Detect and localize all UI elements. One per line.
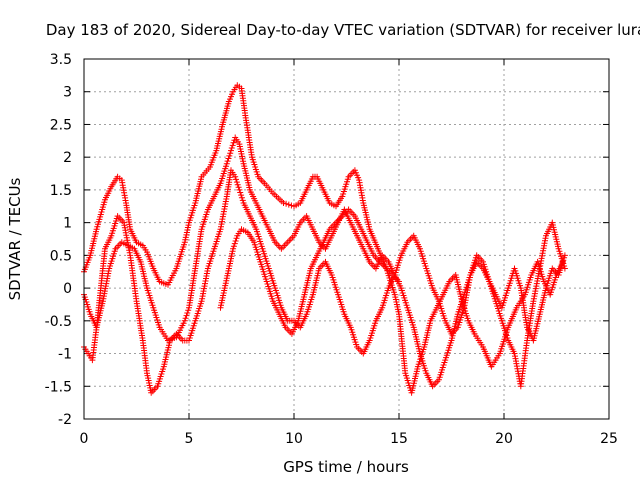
data-point-1 — [181, 317, 188, 324]
data-point-1 — [228, 147, 234, 154]
x-tick-label: 10 — [285, 431, 303, 447]
data-point-2 — [261, 250, 268, 257]
data-point-1 — [184, 310, 191, 316]
data-point-2 — [561, 265, 568, 272]
data-point-1 — [182, 315, 189, 322]
y-tick-labels: -2 -1.5 -1 -0.5 0 0.5 1 1.5 2 2.5 3 3.5 — [45, 52, 72, 428]
y-tick-label: 1.5 — [50, 183, 72, 199]
data-points — [81, 82, 568, 396]
data-point-3 — [232, 238, 239, 244]
y-tick-label: 1 — [63, 216, 72, 232]
data-point-2 — [239, 197, 246, 204]
chart-title: Day 183 of 2020, Sidereal Day-to-day VTE… — [46, 21, 640, 39]
data-point-3 — [230, 243, 237, 250]
data-point-1 — [561, 252, 568, 259]
data-point-2 — [234, 181, 241, 188]
data-point-0 — [280, 200, 287, 206]
y-tick-label: 2.5 — [50, 117, 72, 133]
x-tick-label: 15 — [390, 431, 408, 447]
data-point-2 — [557, 250, 564, 257]
y-tick-label: 3.5 — [50, 52, 72, 68]
data-point-1 — [224, 158, 231, 165]
data-point-3 — [233, 235, 240, 242]
grid-lines — [84, 59, 609, 419]
x-tick-label: 5 — [185, 431, 194, 447]
y-tick-label: -0.5 — [45, 314, 72, 330]
y-tick-label: -2 — [58, 412, 72, 428]
data-point-3 — [230, 245, 237, 252]
data-point-0 — [283, 200, 290, 207]
data-point-2 — [238, 194, 245, 201]
data-point-2 — [236, 186, 243, 193]
data-point-2 — [233, 176, 239, 183]
y-tick-label: 2 — [63, 150, 72, 166]
axis-ticks — [83, 58, 610, 420]
x-tick-labels: 0 5 10 15 20 25 — [80, 431, 618, 447]
data-point-2 — [235, 184, 242, 191]
data-point-1 — [229, 142, 236, 149]
data-point-1 — [183, 312, 190, 319]
data-point-2 — [232, 173, 239, 180]
data-point-3 — [396, 278, 402, 285]
y-tick-label: 0.5 — [50, 248, 72, 264]
x-tick-label: 25 — [600, 431, 618, 447]
data-point-2 — [237, 189, 244, 196]
data-point-3 — [231, 240, 238, 247]
y-axis-label: SDTVAR / TECUs — [6, 177, 24, 300]
x-tick-label: 0 — [80, 431, 89, 447]
data-point-1 — [223, 160, 230, 167]
x-axis-label: GPS time / hours — [283, 458, 409, 476]
data-point-2 — [418, 250, 425, 257]
data-point-2 — [233, 179, 240, 186]
y-tick-label: 0 — [63, 281, 72, 297]
data-point-1 — [228, 145, 235, 151]
data-point-1 — [230, 139, 237, 146]
y-tick-label: -1.5 — [45, 379, 72, 395]
data-point-1 — [185, 307, 192, 314]
plot-frame — [83, 58, 610, 420]
data-point-2 — [238, 192, 245, 199]
y-tick-label: -1 — [58, 347, 72, 363]
y-tick-label: 3 — [63, 85, 72, 101]
data-point-1 — [226, 152, 233, 159]
data-point-1 — [227, 150, 234, 157]
x-tick-label: 20 — [495, 431, 513, 447]
data-point-1 — [225, 155, 232, 162]
data-point-0 — [285, 201, 292, 208]
